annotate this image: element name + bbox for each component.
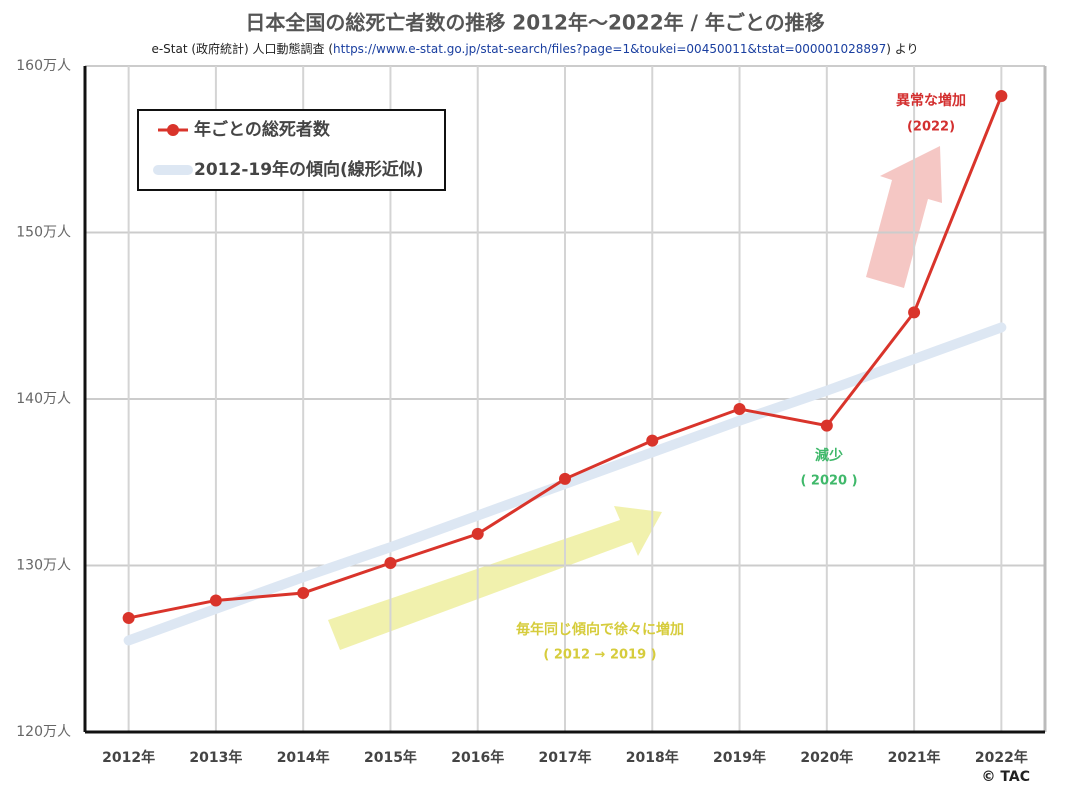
legend-label: 2012-19年の傾向(線形近似) (194, 159, 424, 180)
data-point (559, 472, 571, 485)
subtitle-text: ) より (886, 42, 918, 56)
data-point (122, 611, 135, 624)
x-tick-label: 2013年 (189, 749, 242, 766)
data-point (733, 402, 746, 415)
x-tick-label: 2012年 (102, 749, 155, 766)
x-tick-label: 2014年 (277, 749, 330, 766)
annotation: 異常な増加 (896, 92, 966, 109)
annotation: 減少 (815, 447, 843, 464)
copyright: © TAC (982, 769, 1030, 785)
annotation: 毎年同じ傾向で徐々に増加 (516, 621, 684, 638)
subtitle-link: https://www.e-stat.go.jp/stat-search/fil… (333, 42, 886, 56)
data-point (209, 594, 222, 607)
x-tick-label: 2016年 (451, 749, 504, 766)
x-tick-label: 2015年 (364, 749, 417, 766)
x-tick-label: 2019年 (713, 749, 766, 766)
x-tick-label: 2018年 (626, 749, 679, 766)
x-tick-label: 2022年 (975, 749, 1028, 766)
y-tick-label: 140万人 (16, 391, 71, 407)
data-point (908, 306, 921, 319)
arrow-yellow (328, 506, 662, 650)
y-tick-label: 160万人 (16, 58, 71, 74)
legend-box (137, 109, 446, 191)
legend-marker (167, 124, 179, 136)
data-point (646, 434, 659, 447)
data-point (471, 527, 484, 540)
arrow-pink (866, 146, 942, 288)
y-tick-label: 130万人 (16, 558, 71, 574)
annotation: ( 2020 ) (800, 474, 857, 489)
legend-label: 年ごとの総死者数 (194, 119, 331, 140)
chart-title: 日本全国の総死亡者数の推移 2012年～2022年 / 年ごとの推移 (245, 11, 824, 35)
annotation: ( 2012 → 2019 ) (543, 648, 656, 663)
data-point (297, 586, 310, 599)
y-tick-label: 150万人 (16, 225, 71, 241)
data-point (820, 419, 833, 432)
subtitle-text: e-Stat (政府統計) 人口動態調査 ( (151, 41, 333, 56)
chart-subtitle: e-Stat (政府統計) 人口動態調査 (https://www.e-stat… (151, 41, 918, 56)
x-tick-label: 2020年 (800, 749, 853, 766)
data-point (995, 89, 1008, 102)
x-tick-label: 2021年 (888, 749, 941, 766)
y-tick-label: 120万人 (16, 724, 71, 740)
annotation: (2022) (907, 120, 955, 135)
data-point (384, 557, 397, 570)
x-tick-label: 2017年 (539, 749, 592, 766)
